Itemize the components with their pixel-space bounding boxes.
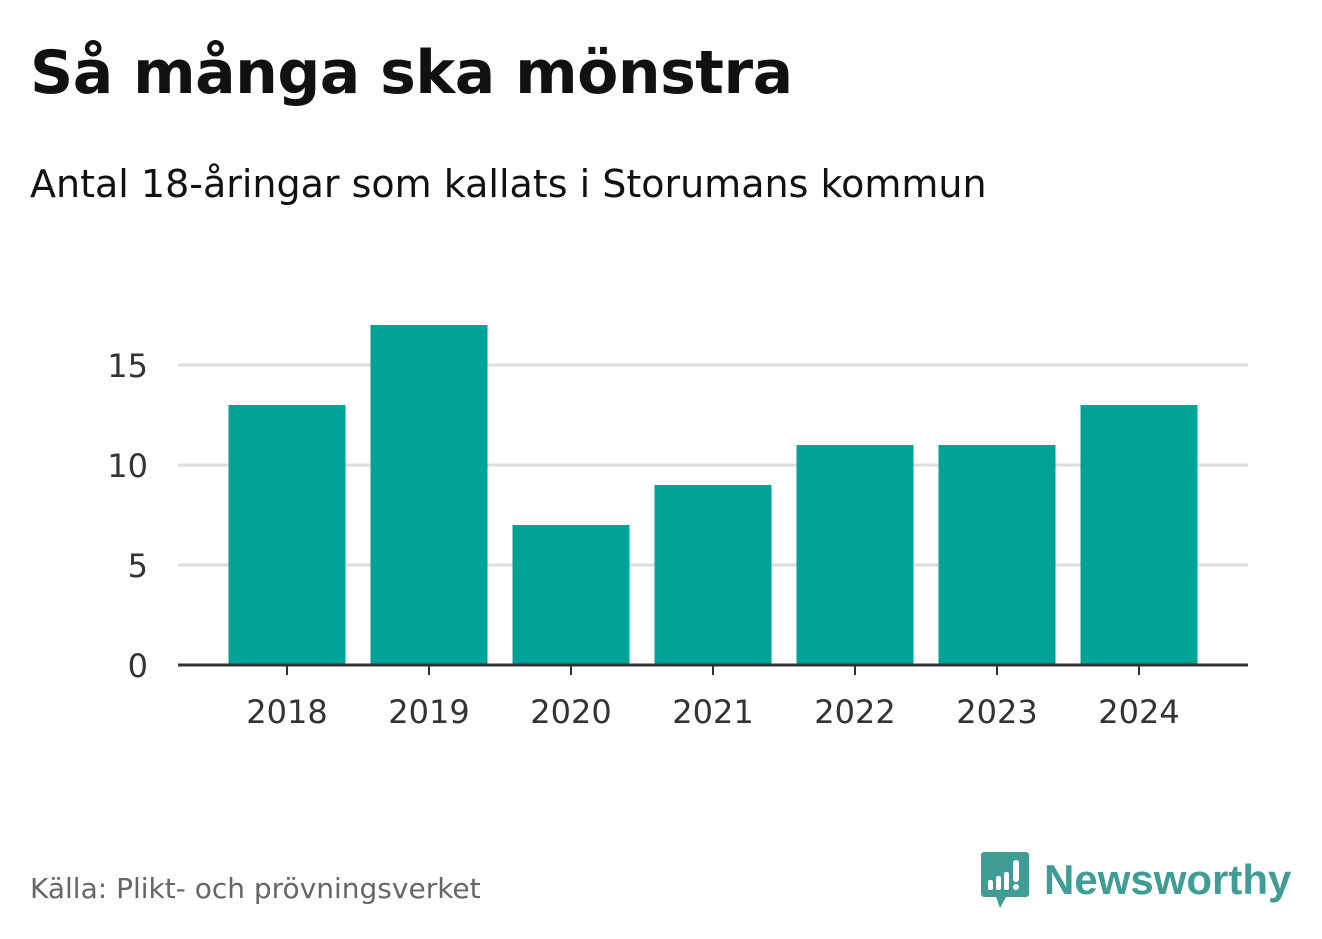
bar-2023	[938, 445, 1056, 665]
bar-2021	[654, 485, 772, 665]
newsworthy-logo: Newsworthy	[980, 850, 1291, 910]
bar-2019	[370, 325, 488, 665]
bar-2020	[512, 525, 630, 665]
y-tick-label: 0	[128, 647, 148, 685]
y-tick-label: 10	[107, 447, 148, 485]
newsworthy-logo-icon	[981, 852, 1029, 908]
x-tick-label: 2021	[672, 693, 753, 731]
source-note: Källa: Plikt- och prövningsverket	[30, 872, 481, 905]
chart-subtitle: Antal 18-åringar som kallats i Storumans…	[30, 162, 987, 206]
x-tick-label: 2019	[388, 693, 469, 731]
x-tick-label: 2024	[1098, 693, 1179, 731]
x-tick-label: 2023	[956, 693, 1037, 731]
bar-2018	[228, 405, 346, 665]
chart-title: Så många ska mönstra	[30, 38, 793, 108]
x-tick-label: 2018	[246, 693, 327, 731]
bar-2024	[1080, 405, 1198, 665]
y-tick-label: 5	[128, 547, 148, 585]
x-tick-label: 2022	[814, 693, 895, 731]
y-tick-label: 15	[107, 347, 148, 385]
bar-2022	[796, 445, 914, 665]
logo-text: Newsworthy	[1044, 856, 1292, 903]
x-tick-label: 2020	[530, 693, 611, 731]
